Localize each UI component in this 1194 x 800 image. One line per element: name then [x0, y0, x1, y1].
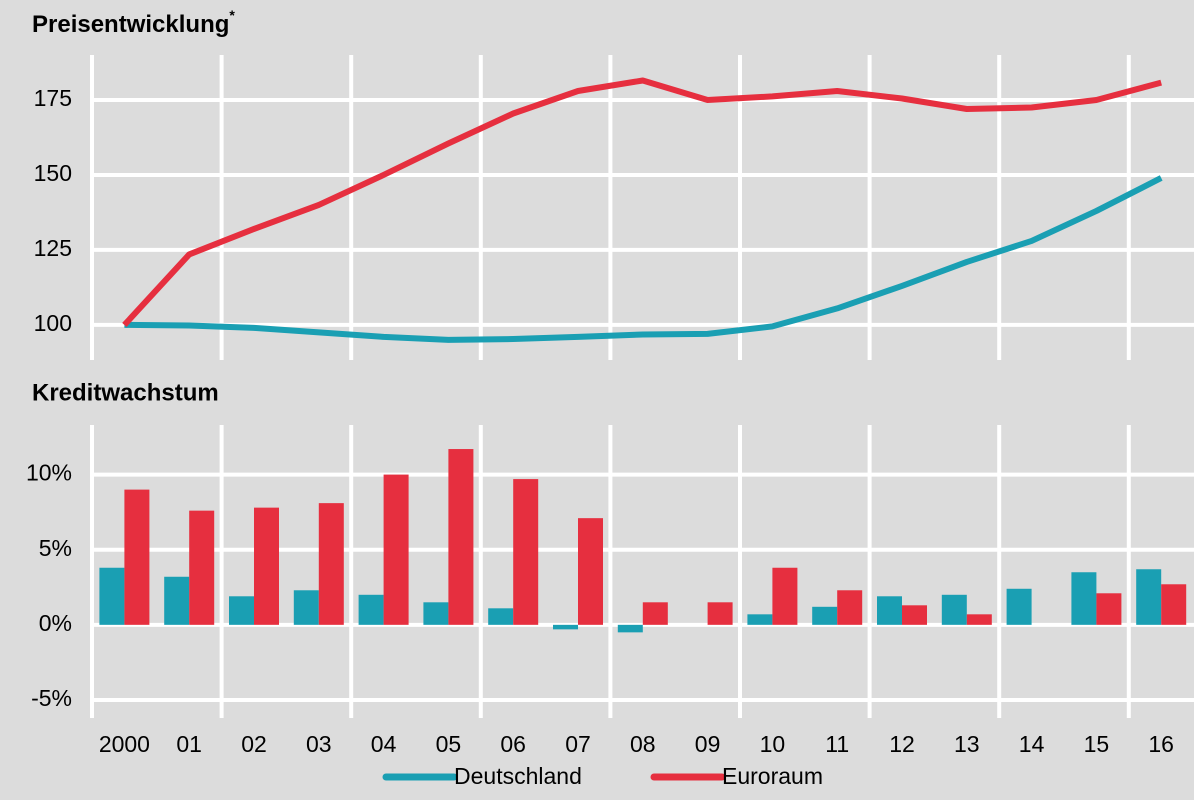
bar	[164, 576, 190, 625]
bar	[1071, 572, 1097, 625]
bar	[837, 590, 863, 625]
chart-title: Preisentwicklung*	[32, 7, 235, 39]
bar	[229, 596, 254, 625]
legend-label: Euroraum	[722, 763, 823, 789]
y-tick-label: -5%	[31, 685, 72, 711]
y-tick-label: 150	[34, 160, 72, 186]
bar	[772, 567, 798, 625]
bar	[488, 608, 514, 625]
bar	[189, 510, 215, 625]
x-tick-label: 08	[630, 731, 656, 757]
y-tick-label: 125	[34, 235, 72, 261]
bar	[642, 602, 668, 625]
x-tick-label: 03	[306, 731, 332, 757]
x-tick-label: 11	[825, 731, 849, 757]
bar	[513, 479, 539, 625]
bar	[902, 605, 927, 625]
x-tick-label: 04	[371, 731, 397, 757]
bar	[448, 449, 474, 625]
x-tick-label: 16	[1148, 731, 1174, 757]
x-tick-label: 06	[500, 731, 526, 757]
x-tick-label: 14	[1019, 731, 1045, 757]
x-tick-label: 13	[954, 731, 980, 757]
bar	[1096, 593, 1122, 625]
x-tick-label: 15	[1084, 731, 1110, 757]
bar	[941, 594, 967, 625]
bar	[1006, 588, 1032, 625]
bar	[318, 503, 344, 625]
y-tick-label: 0%	[39, 610, 72, 636]
chart-title: Kreditwachstum	[32, 379, 219, 406]
bar	[254, 507, 279, 625]
title-marker: *	[229, 7, 235, 23]
x-tick-label: 12	[889, 731, 915, 757]
bar	[383, 474, 409, 625]
bar	[124, 489, 150, 625]
bar	[578, 518, 603, 625]
bar	[707, 602, 733, 625]
x-tick-label: 07	[565, 731, 591, 757]
x-tick-label: 01	[176, 731, 202, 757]
bar	[617, 624, 643, 633]
bar	[293, 590, 319, 625]
bar	[747, 614, 773, 625]
bar	[423, 602, 449, 625]
x-tick-label: 09	[695, 731, 721, 757]
bar	[966, 614, 992, 625]
y-tick-label: 100	[34, 310, 72, 336]
x-tick-label: 02	[241, 731, 267, 757]
bar	[358, 594, 384, 625]
legend-label: Deutschland	[454, 763, 582, 789]
title-text: Preisentwicklung	[32, 11, 229, 38]
x-tick-label: 10	[760, 731, 786, 757]
y-tick-label: 5%	[39, 535, 72, 561]
bar	[812, 606, 838, 625]
y-tick-label: 175	[34, 85, 72, 111]
bar	[99, 567, 125, 625]
line-series	[122, 77, 1162, 327]
bar	[877, 596, 902, 625]
bar	[553, 624, 578, 630]
line-series	[124, 175, 1163, 343]
x-tick-label: 2000	[99, 731, 150, 757]
y-tick-label: 10%	[26, 460, 72, 486]
bar	[1161, 584, 1187, 625]
bar	[1136, 569, 1162, 625]
x-tick-label: 05	[436, 731, 462, 757]
